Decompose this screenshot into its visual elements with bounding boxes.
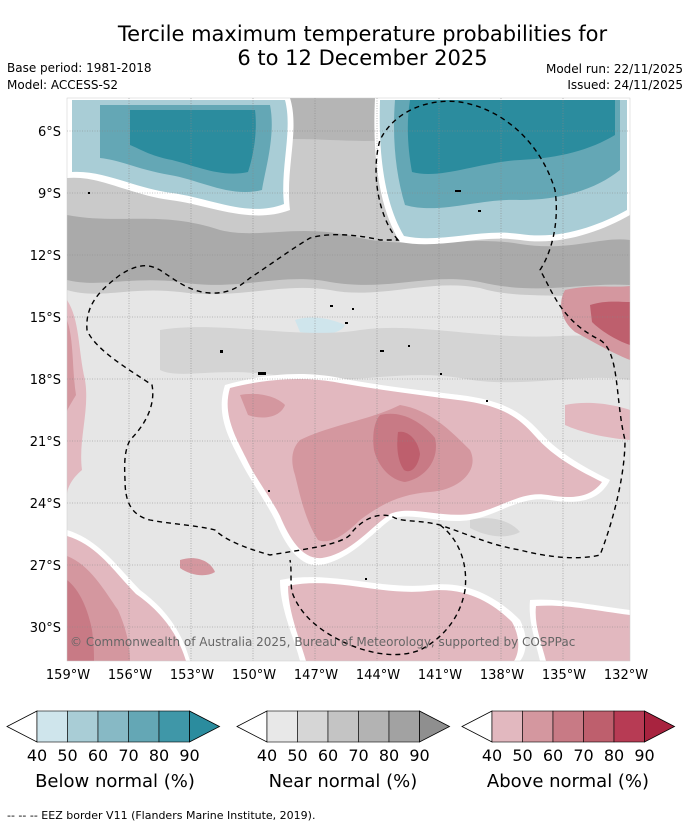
title-line2: 6 to 12 December 2025 [237,46,488,70]
colorbar-tick-label: 90 [179,746,199,765]
colorbar-tick-label: 60 [543,746,563,765]
colorbar-segment [128,710,160,743]
lon-label: 153°W [170,668,214,683]
lat-label: 27°S [30,559,61,574]
colorbar-tick-label: 50 [512,746,532,765]
lat-label: 18°S [30,373,61,388]
colorbar-tick-label: 40 [27,746,47,765]
colorbar-segment [97,710,129,743]
below-normal-label: Below normal (%) [35,771,195,792]
colorbar-tick-label: 80 [604,746,624,765]
lat-label: 6°S [38,125,61,140]
lon-label: 147°W [294,668,338,683]
below-colorbar: 40 50 60 70 80 90 [6,710,221,765]
colorbar-tick-label: 60 [88,746,108,765]
colorbar-tick-label: 90 [634,746,654,765]
colorbar-segment [358,710,390,743]
above-colorbar: 40 50 60 70 80 90 [461,710,676,765]
colorbar-tick-label: 70 [573,746,593,765]
issued-date: Issued: 24/11/2025 [567,78,683,92]
colorbar-segment [388,710,420,743]
lat-label: 15°S [30,311,61,326]
colorbar-tick-label: 80 [149,746,169,765]
lat-labels: 6°S 9°S 12°S 15°S 18°S 21°S 24°S 27°S 30… [30,125,61,636]
colorbar-tick-label: 50 [287,746,307,765]
lat-label: 24°S [30,497,61,512]
colorbars: 40 50 60 70 80 90 40 50 60 70 80 90 40 50 60 70 80 90 [6,710,676,765]
lat-label: 21°S [30,435,61,450]
colorbar-tick-label: 70 [118,746,138,765]
colorbar-segment [297,710,329,743]
colorbar-segment [36,710,68,743]
colorbar-tick-label: 60 [318,746,338,765]
near-normal-label: Near normal (%) [268,771,418,792]
base-period: Base period: 1981-2018 [7,61,152,75]
colorbar-segment [158,710,190,743]
colorbar-tick-label: 40 [482,746,502,765]
lon-label: 132°W [604,668,648,683]
colorbar-segment [266,710,298,743]
map-frame [66,97,631,662]
lon-label: 159°W [46,668,90,683]
above-normal-label: Above normal (%) [486,771,650,792]
eez-note: -- -- -- EEZ border V11 (Flanders Marine… [7,809,316,822]
colorbar-segment [327,710,359,743]
colorbar-segment [491,710,523,743]
lat-label: 30°S [30,621,61,636]
colorbar-segment [522,710,554,743]
colorbar-tick-label: 70 [348,746,368,765]
lon-label: 156°W [108,668,152,683]
colorbar-segment [583,710,615,743]
colorbar-segment [67,710,99,743]
colorbar-extend-low [461,710,493,743]
colorbar-extend-high [644,710,676,743]
map-title: Tercile maximum temperature probabilitie… [0,22,690,70]
lon-label: 135°W [542,668,586,683]
lon-label: 138°W [480,668,524,683]
lon-labels: 159°W 156°W 153°W 150°W 147°W 144°W 141°… [46,668,648,683]
near-colorbar: 40 50 60 70 80 90 [236,710,451,765]
eez-borders [86,100,626,656]
lat-label: 12°S [30,249,61,264]
lon-label: 144°W [356,668,400,683]
copyright-notice: © Commonwealth of Australia 2025, Bureau… [70,635,575,649]
colorbar-tick-label: 90 [409,746,429,765]
lat-label: 9°S [38,187,61,202]
lon-label: 150°W [232,668,276,683]
model-run: Model run: 22/11/2025 [545,62,683,76]
title-line1: Tercile maximum temperature probabilitie… [117,22,608,46]
colorbar-segment [552,710,584,743]
colorbar-extend-high [419,710,451,743]
colorbar-tick-label: 50 [57,746,77,765]
colorbar-tick-label: 40 [257,746,277,765]
colorbar-extend-low [6,710,38,743]
islands [88,190,488,580]
colorbar-extend-high [189,710,221,743]
colorbar-tick-label: 80 [379,746,399,765]
lon-label: 141°W [418,668,462,683]
colorbar-extend-low [236,710,268,743]
colorbar-segment [613,710,645,743]
map-field: © Commonwealth of Australia 2025, Bureau… [67,98,630,661]
model-name: Model: ACCESS-S2 [7,78,119,92]
